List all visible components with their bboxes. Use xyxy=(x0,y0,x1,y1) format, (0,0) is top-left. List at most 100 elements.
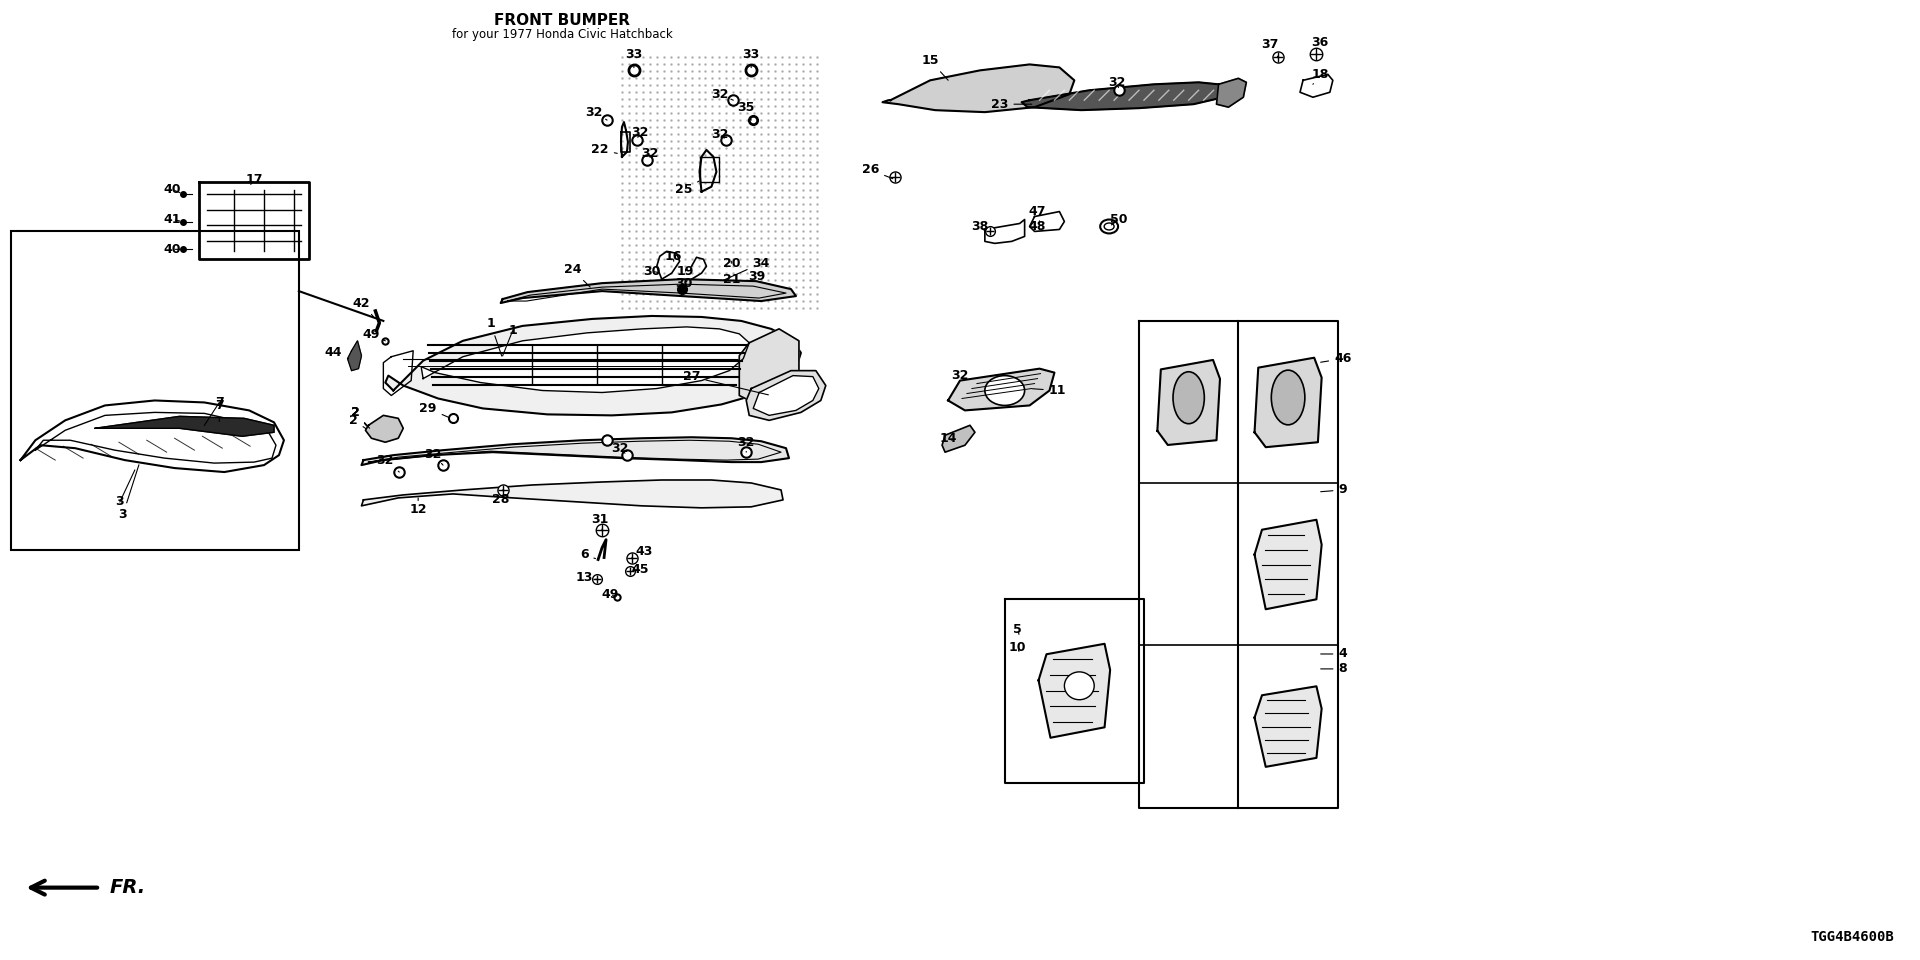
Polygon shape xyxy=(948,369,1054,411)
Text: 13: 13 xyxy=(576,571,597,584)
Text: 43: 43 xyxy=(632,545,653,558)
Text: 32: 32 xyxy=(586,106,607,120)
Text: 30: 30 xyxy=(676,276,693,290)
Polygon shape xyxy=(365,416,403,443)
Polygon shape xyxy=(420,327,749,393)
Text: 35: 35 xyxy=(737,101,755,120)
Polygon shape xyxy=(739,329,799,400)
Text: 32: 32 xyxy=(611,442,628,455)
Text: 36: 36 xyxy=(1311,36,1329,55)
Text: 37: 37 xyxy=(1261,38,1279,58)
Polygon shape xyxy=(753,375,818,416)
Text: 31: 31 xyxy=(591,514,609,530)
Text: 46: 46 xyxy=(1321,352,1352,365)
Text: 15: 15 xyxy=(922,54,948,81)
Polygon shape xyxy=(348,341,361,371)
Text: 32: 32 xyxy=(950,369,970,382)
Text: 24: 24 xyxy=(563,263,589,287)
Text: 45: 45 xyxy=(632,563,649,576)
Text: 7: 7 xyxy=(215,396,225,409)
Text: 14: 14 xyxy=(939,432,956,444)
Ellipse shape xyxy=(1173,372,1204,423)
Polygon shape xyxy=(883,64,1075,112)
Text: 49: 49 xyxy=(601,588,618,601)
Text: 32: 32 xyxy=(424,447,444,465)
Text: 32: 32 xyxy=(710,128,728,140)
Text: 33: 33 xyxy=(743,48,760,67)
Text: 6: 6 xyxy=(580,548,595,561)
Polygon shape xyxy=(1254,686,1321,767)
Text: 26: 26 xyxy=(862,163,893,179)
Ellipse shape xyxy=(1064,672,1094,700)
Text: 2: 2 xyxy=(349,414,367,429)
Text: 41: 41 xyxy=(163,213,180,226)
Text: 11: 11 xyxy=(1033,384,1066,397)
Text: 27: 27 xyxy=(684,371,768,395)
Text: 7: 7 xyxy=(215,399,225,421)
Text: 12: 12 xyxy=(409,498,426,516)
Text: 1: 1 xyxy=(509,324,516,337)
Text: FRONT BUMPER: FRONT BUMPER xyxy=(493,13,630,28)
Text: 2: 2 xyxy=(351,406,367,426)
Text: for your 1977 Honda Civic Hatchback: for your 1977 Honda Civic Hatchback xyxy=(451,28,672,41)
Text: 8: 8 xyxy=(1321,662,1348,676)
Text: 33: 33 xyxy=(626,48,643,67)
Text: 4: 4 xyxy=(1321,647,1348,660)
Text: 25: 25 xyxy=(674,181,699,196)
Polygon shape xyxy=(1021,83,1229,110)
Text: 32: 32 xyxy=(1108,76,1125,89)
Text: 3: 3 xyxy=(115,495,125,509)
Text: 28: 28 xyxy=(492,490,509,506)
Polygon shape xyxy=(1254,519,1321,610)
Text: 9: 9 xyxy=(1321,484,1348,496)
Text: 20: 20 xyxy=(722,256,739,270)
Text: 32: 32 xyxy=(710,87,733,101)
Text: 16: 16 xyxy=(664,250,682,263)
Polygon shape xyxy=(747,371,826,420)
Text: 21: 21 xyxy=(722,273,739,286)
Text: 40: 40 xyxy=(163,243,180,256)
Polygon shape xyxy=(94,417,275,436)
Text: 32: 32 xyxy=(737,436,755,452)
Text: 17: 17 xyxy=(246,173,263,186)
Text: 47: 47 xyxy=(1029,205,1046,222)
Polygon shape xyxy=(943,425,975,452)
Text: 10: 10 xyxy=(1008,640,1027,654)
Polygon shape xyxy=(21,400,284,472)
Ellipse shape xyxy=(985,375,1025,405)
Text: 42: 42 xyxy=(353,297,374,317)
Text: 32: 32 xyxy=(641,148,659,160)
Polygon shape xyxy=(361,480,783,508)
Text: 48: 48 xyxy=(1029,220,1046,233)
Polygon shape xyxy=(386,316,801,416)
Text: 50: 50 xyxy=(1110,213,1127,226)
Polygon shape xyxy=(1039,644,1110,737)
Polygon shape xyxy=(1217,79,1246,108)
Ellipse shape xyxy=(1271,371,1306,425)
Text: 39: 39 xyxy=(749,270,766,282)
Bar xyxy=(10,231,300,549)
Text: 5: 5 xyxy=(1014,623,1021,636)
Text: TGG4B4600B: TGG4B4600B xyxy=(1811,930,1895,945)
Text: 38: 38 xyxy=(972,220,989,233)
Text: 32: 32 xyxy=(632,126,649,138)
Text: 22: 22 xyxy=(591,143,616,156)
Text: 18: 18 xyxy=(1311,68,1329,84)
Text: 1: 1 xyxy=(486,318,501,356)
Polygon shape xyxy=(361,437,789,465)
Text: 44: 44 xyxy=(324,347,349,359)
Polygon shape xyxy=(1254,358,1321,447)
Text: 49: 49 xyxy=(363,328,386,342)
Text: 30: 30 xyxy=(643,265,660,277)
Text: 34: 34 xyxy=(724,256,770,280)
Text: 19: 19 xyxy=(678,265,695,277)
Text: 3: 3 xyxy=(119,465,138,521)
Text: 2: 2 xyxy=(351,406,369,428)
Text: 32: 32 xyxy=(376,454,399,472)
Polygon shape xyxy=(1158,360,1219,444)
Text: 29: 29 xyxy=(419,402,449,418)
Polygon shape xyxy=(501,279,797,303)
Text: 23: 23 xyxy=(991,98,1031,110)
Text: 40: 40 xyxy=(163,183,180,196)
Text: FR.: FR. xyxy=(109,878,146,898)
